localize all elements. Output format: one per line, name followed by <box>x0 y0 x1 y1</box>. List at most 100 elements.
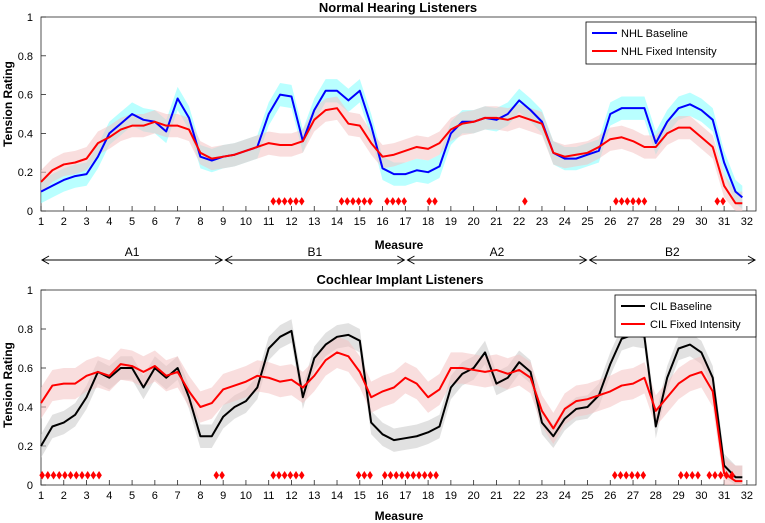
cil-x-tick-label: 17 <box>399 490 411 502</box>
nhl-x-tick-label: 12 <box>285 216 297 228</box>
cil-legend-box <box>614 294 757 338</box>
nhl-x-tick-label: 22 <box>513 216 525 228</box>
cil-significance-marker <box>270 471 277 480</box>
cil-significance-marker <box>219 471 225 480</box>
nhl-x-tick-label: 1 <box>38 216 44 228</box>
cil-significance-marker <box>629 471 635 480</box>
cil-significance-marker <box>62 471 68 480</box>
nhl-x-tick-label: 30 <box>695 216 707 228</box>
nhl-x-tick-label: 24 <box>559 216 571 228</box>
cil-significance-marker <box>689 471 696 480</box>
cil-significance-marker <box>393 471 400 480</box>
cil-y-tick-label: 0.4 <box>18 402 33 414</box>
nhl-significance-marker <box>293 197 299 206</box>
nhl-significance-marker <box>344 197 351 206</box>
nhl-significance-marker <box>432 197 438 206</box>
cil-x-tick-label: 2 <box>61 490 67 502</box>
cil-significance-marker <box>683 471 690 480</box>
cil-significance-marker <box>367 471 373 480</box>
nhl-x-tick-label: 32 <box>741 216 753 228</box>
cil-x-tick-label: 19 <box>445 490 457 502</box>
cil-x-tick-label: 6 <box>152 490 158 502</box>
nhl-x-tick-label: 6 <box>152 216 158 228</box>
cil-significance-marker <box>410 471 417 480</box>
nhl-x-tick-label: 7 <box>175 216 181 228</box>
cil-significance-marker <box>382 471 388 480</box>
nhl-significance-marker <box>624 197 631 206</box>
cil-x-tick-label: 7 <box>175 490 181 502</box>
cil-x-tick-label: 21 <box>490 490 502 502</box>
cil-x-tick-label: 25 <box>581 490 593 502</box>
nhl-significance-marker <box>401 197 407 206</box>
cil-y-axis-label: Tension Rating <box>1 342 15 428</box>
nhl-y-tick-label: 0.4 <box>18 128 33 140</box>
section-arrows: A1 B1 A2 B2 <box>40 245 757 265</box>
section-arrowhead-right <box>747 255 757 265</box>
cil-significance-marker <box>213 471 220 480</box>
cil-x-tick-label: 8 <box>197 490 203 502</box>
cil-x-tick-label: 16 <box>376 490 388 502</box>
nhl-significance-marker <box>298 197 305 206</box>
cil-x-tick-label: 27 <box>627 490 639 502</box>
section-arrowhead-left <box>40 255 50 265</box>
cil-legend-label-baseline: CIL Baseline <box>650 301 712 313</box>
nhl-x-tick-label: 2 <box>61 216 67 228</box>
cil-significance-marker <box>404 471 411 480</box>
cil-significance-marker <box>90 471 97 480</box>
nhl-y-tick-label: 1 <box>27 12 33 24</box>
cil-significance-marker <box>634 471 641 480</box>
section-arrowhead-right <box>579 255 588 265</box>
nhl-significance-marker <box>384 197 390 206</box>
cil-significance-marker <box>387 471 394 480</box>
nhl-legend-label-baseline: NHL Baseline <box>621 28 688 40</box>
cil-significance-marker <box>67 471 74 480</box>
cil-x-tick-label: 26 <box>604 490 616 502</box>
cil-plot-area: 00.20.40.60.811 2 3 4 5 6 7 8 9 10 11 12 13 14 15 16 17 1… <box>18 285 757 502</box>
cil-significance-marker <box>416 471 422 480</box>
cil-x-tick-label: 10 <box>240 490 252 502</box>
section-label: A2 <box>490 245 505 259</box>
cil-y-tick-label: 0.6 <box>18 363 33 375</box>
nhl-series-0-line <box>40 89 743 199</box>
cil-x-axis-label: Measure <box>375 509 424 523</box>
cil-significance-marker <box>612 471 618 480</box>
cil-significance-marker <box>361 471 368 480</box>
nhl-legend-box <box>585 21 757 65</box>
section-label: B2 <box>665 245 680 259</box>
cil-x-tick-label: 24 <box>559 490 571 502</box>
nhl-x-tick-label: 31 <box>718 216 730 228</box>
nhl-y-tick-label: 0.6 <box>18 90 33 102</box>
nhl-x-tick-label: 21 <box>490 216 502 228</box>
cil-significance-marker <box>723 471 730 480</box>
cil-significance-marker <box>706 471 713 480</box>
cil-significance-marker <box>84 471 91 480</box>
cil-x-tick-label: 12 <box>285 490 297 502</box>
cil-x-tick-label: 31 <box>718 490 730 502</box>
section-arrowhead-right <box>214 255 224 265</box>
nhl-significance-marker <box>714 197 721 206</box>
cil-significance-marker <box>712 471 718 480</box>
cil-significance-marker <box>50 471 57 480</box>
cil-significance-marker <box>276 471 282 480</box>
cil-significance-marker <box>293 471 299 480</box>
cil-x-tick-label: 14 <box>331 490 343 502</box>
nhl-chart-title: Normal Hearing Listeners <box>319 0 477 15</box>
nhl-significance-marker <box>395 197 402 206</box>
cil-y-tick-label: 0.8 <box>18 324 33 336</box>
nhl-significance-marker <box>426 197 433 206</box>
cil-x-tick-label: 20 <box>468 490 480 502</box>
cil-x-tick-label: 32 <box>741 490 753 502</box>
nhl-x-tick-label: 26 <box>604 216 616 228</box>
section-arrowhead-left <box>406 255 415 265</box>
nhl-y-tick-label: 0.2 <box>18 167 33 179</box>
cil-significance-marker <box>45 471 51 480</box>
nhl-x-tick-label: 3 <box>83 216 89 228</box>
cil-x-tick-label: 23 <box>536 490 548 502</box>
cil-x-tick-label: 5 <box>129 490 135 502</box>
cil-significance-marker <box>298 471 305 480</box>
nhl-significance-marker <box>270 197 277 206</box>
cil-x-tick-label: 29 <box>672 490 684 502</box>
cil-x-tick-label: 18 <box>422 490 434 502</box>
nhl-significance-marker <box>720 197 726 206</box>
cil-significance-marker <box>421 471 428 480</box>
